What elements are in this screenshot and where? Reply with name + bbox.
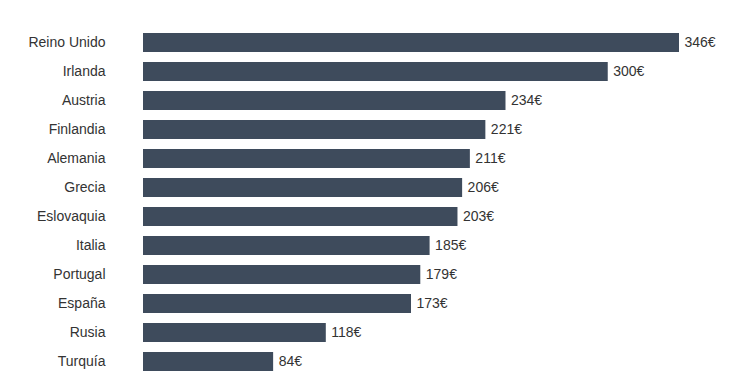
svg-text:Rusia: Rusia xyxy=(70,324,106,340)
svg-text:Grecia: Grecia xyxy=(64,179,105,195)
svg-text:Alemania: Alemania xyxy=(47,150,106,166)
svg-text:346€: 346€ xyxy=(685,34,716,50)
svg-text:206€: 206€ xyxy=(468,179,499,195)
svg-text:179€: 179€ xyxy=(426,266,457,282)
svg-text:173€: 173€ xyxy=(417,295,448,311)
svg-text:185€: 185€ xyxy=(435,237,466,253)
svg-text:Turquía: Turquía xyxy=(58,353,106,369)
svg-text:España: España xyxy=(58,295,106,311)
svg-text:Finlandia: Finlandia xyxy=(49,121,106,137)
svg-text:Reino Unido: Reino Unido xyxy=(28,34,105,50)
svg-text:203€: 203€ xyxy=(463,208,494,224)
svg-text:Portugal: Portugal xyxy=(53,266,105,282)
svg-text:Italia: Italia xyxy=(76,237,106,253)
svg-text:Austria: Austria xyxy=(62,92,106,108)
svg-text:234€: 234€ xyxy=(511,92,542,108)
svg-text:300€: 300€ xyxy=(613,63,644,79)
svg-text:211€: 211€ xyxy=(475,150,505,166)
svg-text:Eslovaquia: Eslovaquia xyxy=(37,208,106,224)
svg-text:221€: 221€ xyxy=(491,121,522,137)
svg-text:Irlanda: Irlanda xyxy=(63,63,106,79)
svg-text:118€: 118€ xyxy=(331,324,361,340)
svg-text:84€: 84€ xyxy=(279,353,303,369)
